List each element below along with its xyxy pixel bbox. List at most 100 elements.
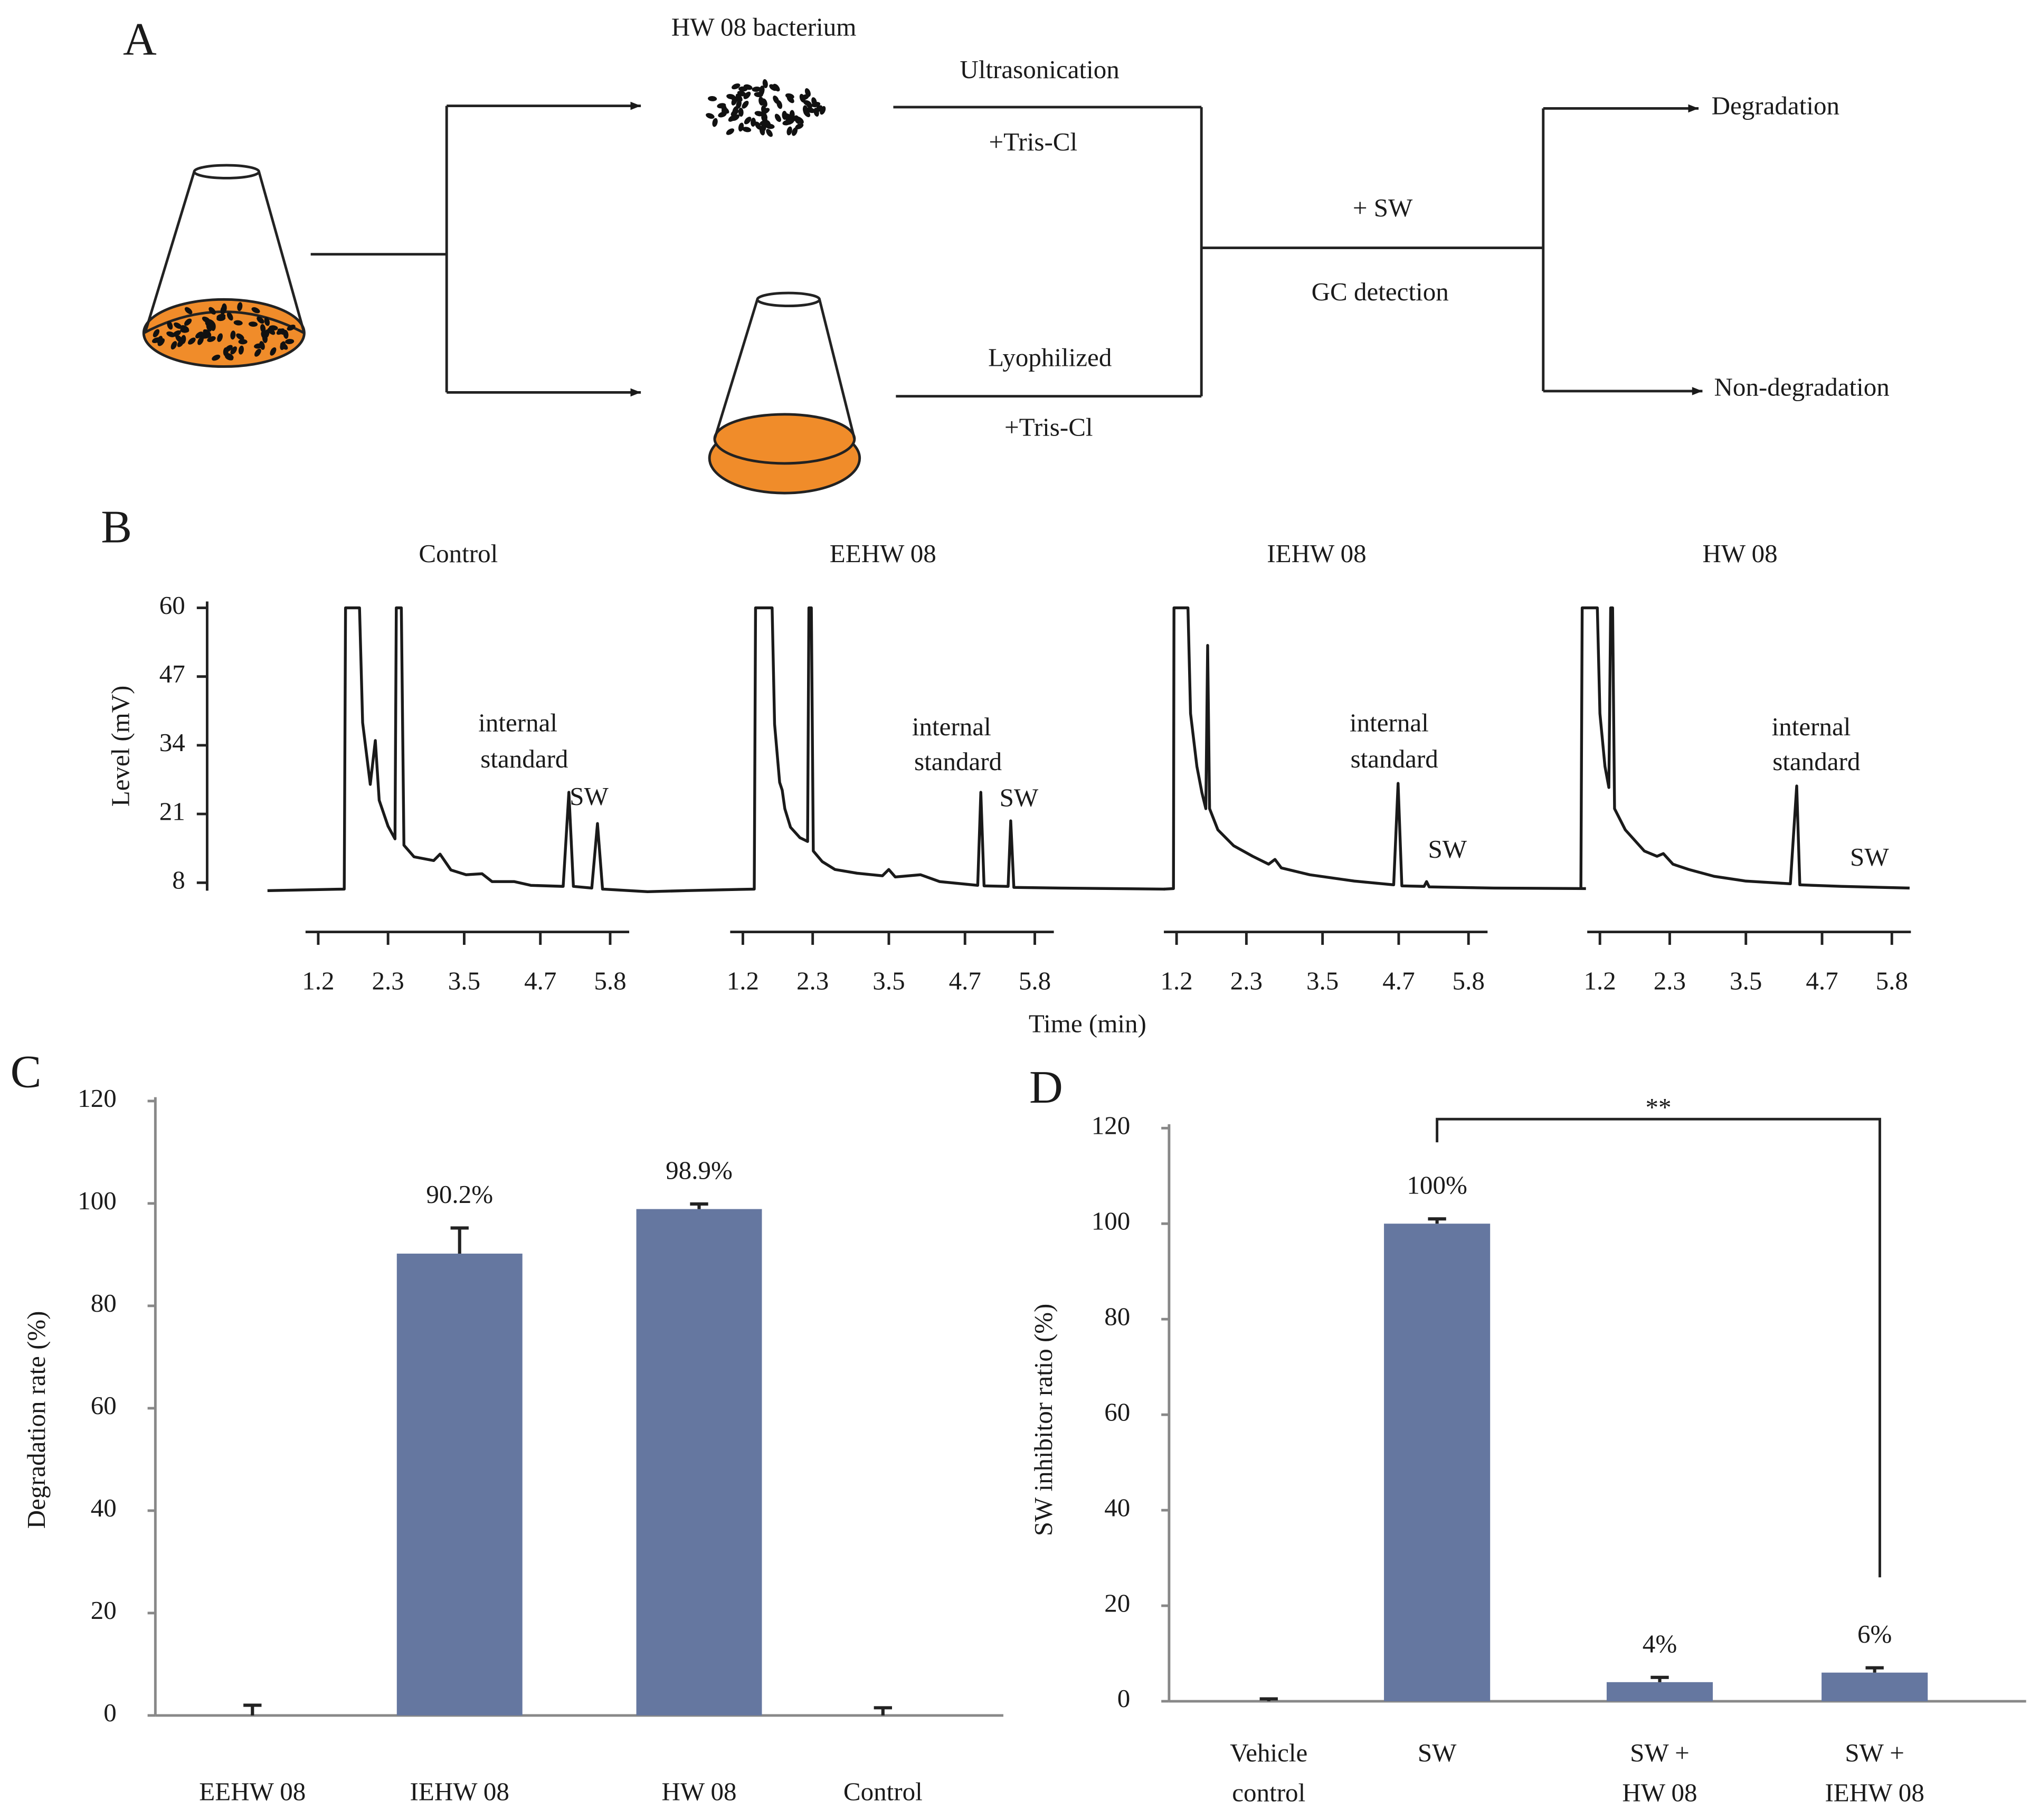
x-tick-label: 3.5 <box>872 966 905 996</box>
bacterium-dot <box>177 339 184 347</box>
error-bar <box>450 1226 469 1254</box>
bacterium-dot <box>735 93 743 102</box>
bacterium-dot <box>251 307 260 314</box>
bacterium-dot <box>269 325 278 331</box>
y-axis-label: SW inhibitor ratio (%) <box>1029 1304 1058 1536</box>
panel-title: EEHW 08 <box>830 539 936 568</box>
bacterium-dot <box>254 348 261 357</box>
bacterium-dot <box>153 329 160 337</box>
panel-title: HW 08 <box>1703 539 1778 568</box>
bar <box>636 1209 762 1715</box>
x-tick-label: 4.7 <box>949 966 981 996</box>
bacterium-dot <box>224 345 233 352</box>
y-tick-label: 0 <box>1117 1684 1131 1713</box>
bacterium-dot <box>267 327 276 335</box>
peak-annotation: SW <box>570 782 609 811</box>
bacterium-dot <box>759 126 765 136</box>
bacterium-dot <box>280 342 288 350</box>
label: Degradation <box>1712 91 1839 120</box>
x-tick-label: 3.5 <box>1730 966 1762 996</box>
value-label: 100% <box>1407 1171 1467 1200</box>
bacterium-dot <box>722 106 727 115</box>
bacterium-dot <box>728 115 736 122</box>
bacterium-dot <box>230 330 236 340</box>
x-axis-label: Time (min) <box>1029 1009 1146 1038</box>
label: + SW <box>1353 193 1413 222</box>
panel-label: B <box>101 501 132 553</box>
chromatogram <box>686 606 1165 893</box>
bacterium-dot <box>802 105 808 115</box>
bacterium-dot <box>260 324 266 333</box>
y-tick-label: 100 <box>78 1186 117 1215</box>
bacterium-dot <box>197 336 204 345</box>
bacterium-dot <box>264 317 270 326</box>
flask <box>708 291 861 495</box>
bacterium-dot <box>207 319 215 326</box>
bacterium-dot <box>184 318 192 326</box>
bacterium-dot <box>813 108 819 117</box>
x-tick-label: 4.7 <box>1806 966 1838 996</box>
error-bar <box>1259 1697 1278 1702</box>
peak-annotation: standard <box>914 747 1002 776</box>
y-tick-label: 80 <box>1104 1302 1130 1331</box>
bacterium-dot <box>184 307 193 315</box>
connector <box>310 106 448 393</box>
peak-annotation: internal <box>1772 712 1851 741</box>
bacterium-dot <box>743 91 751 99</box>
bacterium-dot <box>796 116 804 124</box>
label: Non-degradation <box>1714 373 1890 402</box>
bacterium-dot <box>820 106 826 115</box>
y-tick-label: 47 <box>159 659 185 688</box>
x-tick-label: HW 08 <box>661 1777 736 1806</box>
error-bar <box>1428 1217 1446 1224</box>
bar <box>1822 1672 1928 1702</box>
x-tick-label: 3.5 <box>448 966 480 996</box>
bacterium-dot <box>706 113 715 119</box>
bacterium-dot <box>208 307 216 315</box>
chromatogram <box>267 606 687 893</box>
bacterium-dot <box>236 333 244 340</box>
bacterium-dot <box>212 354 221 361</box>
y-axis-label: Level (mV) <box>106 686 135 807</box>
peak-annotation: internal <box>478 708 557 737</box>
chromatogram <box>1163 606 1586 891</box>
y-tick-label: 120 <box>1092 1111 1131 1140</box>
flask <box>142 164 306 368</box>
bacterium-dot <box>238 345 244 355</box>
panel-label: A <box>123 13 157 65</box>
y-tick-label: 40 <box>1104 1493 1130 1522</box>
bacterium-dot <box>270 347 277 356</box>
x-tick-label: 5.8 <box>1453 966 1485 996</box>
x-tick-label: 5.8 <box>1019 966 1051 996</box>
bacterium-dot <box>287 324 296 331</box>
panel-title: Control <box>419 539 498 568</box>
y-tick-label: 20 <box>1104 1588 1130 1617</box>
bacterium-dot <box>188 337 196 345</box>
bacterium-dot <box>761 105 767 115</box>
bacterium-dot <box>285 339 295 344</box>
bacterium-dot <box>795 123 804 130</box>
connector <box>893 106 1545 398</box>
bacterium-dot <box>803 100 812 107</box>
bacterium-dot <box>731 97 737 106</box>
bacterium-dot <box>800 94 810 100</box>
bacterium-dot <box>754 92 763 98</box>
y-tick-label: 8 <box>172 866 185 895</box>
bacterium-dot <box>207 336 216 342</box>
bar <box>1384 1224 1491 1702</box>
bacterium-dot <box>743 84 753 90</box>
bacterium-dot <box>221 303 227 312</box>
error-bar <box>243 1703 262 1715</box>
error-bar <box>1865 1666 1884 1673</box>
bacterium-dot <box>157 338 165 346</box>
bacterium-dot <box>174 322 182 329</box>
bacterium-dot <box>726 93 736 100</box>
error-bar <box>1650 1675 1669 1682</box>
bar <box>1606 1682 1713 1702</box>
bacterium-dot <box>238 339 248 345</box>
label: HW 08 bacterium <box>671 13 856 42</box>
value-label: 98.9% <box>666 1155 733 1184</box>
bacterium-dot <box>180 327 189 333</box>
peak-annotation: standard <box>1772 747 1860 776</box>
